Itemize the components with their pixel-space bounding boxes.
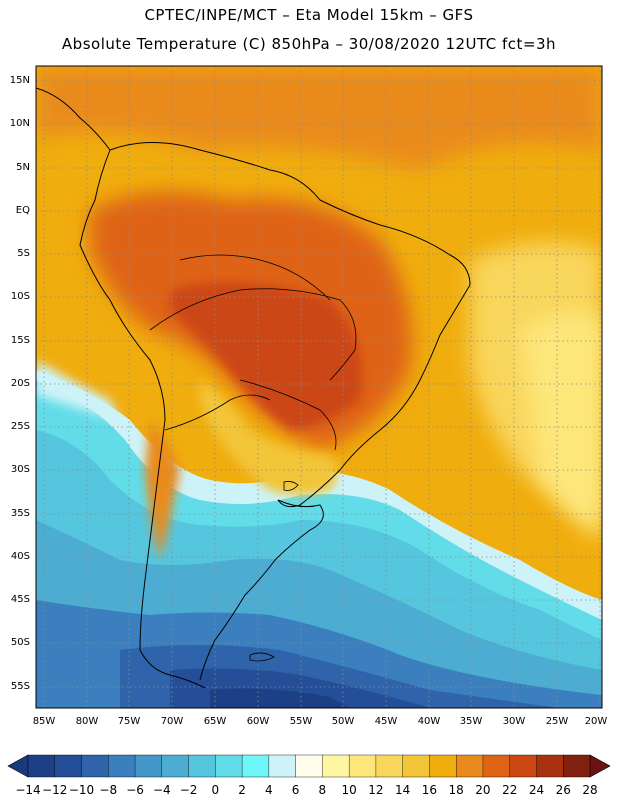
colorbar-label: 28 — [582, 783, 598, 797]
colorbar — [7, 754, 611, 778]
colorbar-low-arrow — [7, 754, 29, 778]
colorbar-label: 6 — [291, 783, 300, 797]
colorbar-label: 18 — [448, 783, 464, 797]
colorbar-swatch — [241, 754, 270, 778]
latitude-label: 5S — [17, 248, 30, 259]
colorbar-label: 2 — [238, 783, 246, 797]
longitude-label: 30W — [502, 716, 526, 727]
colorbar-swatch — [54, 754, 83, 778]
longitude-label: 20W — [584, 716, 608, 727]
map-title-line-2: Absolute Temperature (C) 850hPa – 30/08/… — [61, 35, 557, 53]
colorbar-label: −2 — [179, 783, 198, 797]
colorbar-label: 24 — [528, 783, 545, 797]
colorbar-label: −14 — [15, 783, 41, 797]
latitude-label: 5N — [16, 162, 30, 173]
colorbar-swatch — [134, 754, 163, 778]
latitude-label: 15N — [9, 75, 30, 86]
latitude-label: 10S — [10, 291, 30, 302]
colorbar-swatch — [563, 754, 591, 778]
colorbar-label: 16 — [421, 783, 438, 797]
latitude-label: 10N — [9, 118, 30, 129]
colorbar-label: −8 — [99, 783, 118, 797]
colorbar-swatch — [268, 754, 297, 778]
longitude-label: 40W — [417, 716, 441, 727]
longitude-label: 80W — [75, 716, 99, 727]
latitude-label: EQ — [15, 205, 30, 216]
longitude-label: 25W — [545, 716, 569, 727]
longitude-label: 55W — [289, 716, 313, 727]
colorbar-label: 12 — [368, 783, 384, 797]
longitude-label: 65W — [203, 716, 227, 727]
latitude-label: 45S — [10, 594, 30, 605]
colorbar-swatch — [375, 754, 404, 778]
colorbar-swatch — [81, 754, 109, 778]
colorbar-label: 10 — [341, 783, 357, 797]
longitude-label: 85W — [32, 716, 56, 727]
colorbar-swatch — [402, 754, 430, 778]
latitude-label: 25S — [10, 421, 30, 432]
latitude-label: 35S — [10, 508, 30, 519]
colorbar-swatch — [108, 754, 136, 778]
latitude-label: 15S — [10, 335, 30, 346]
colorbar-label: 26 — [555, 783, 571, 797]
temperature-field — [36, 66, 602, 708]
colorbar-label: −12 — [42, 783, 68, 797]
latitude-label: 40S — [10, 551, 30, 562]
longitude-label: 50W — [331, 716, 355, 727]
latitude-label: 30S — [10, 464, 30, 475]
longitude-label: 75W — [117, 716, 141, 727]
colorbar-label: −4 — [152, 783, 171, 797]
coastlines — [36, 87, 471, 689]
latitude-label: 20S — [10, 378, 30, 389]
colorbar-swatch — [295, 754, 323, 778]
colorbar-swatch — [482, 754, 511, 778]
map-title-line-1: CPTEC/INPE/MCT – Eta Model 15km – GFS — [144, 6, 474, 24]
colorbar-swatch — [161, 754, 190, 778]
latitude-label: 55S — [10, 681, 30, 692]
longitude-label: 70W — [160, 716, 184, 727]
longitude-label: 45W — [374, 716, 398, 727]
colorbar-label: 4 — [265, 783, 273, 797]
colorbar-label: 14 — [395, 783, 411, 797]
colorbar-swatch — [455, 754, 484, 778]
colorbar-swatch — [322, 754, 350, 778]
colorbar-label: −10 — [68, 783, 95, 797]
map-frame — [35, 65, 603, 709]
colorbar-swatch — [509, 754, 537, 778]
colorbar-swatch — [215, 754, 243, 778]
colorbar-label: 0 — [211, 783, 220, 797]
longitude-label: 60W — [246, 716, 270, 727]
colorbar-swatch — [188, 754, 216, 778]
colorbar-swatch — [536, 754, 564, 778]
colorbar-high-arrow — [589, 754, 611, 778]
colorbar-swatch — [27, 754, 56, 778]
latitude-label: 50S — [10, 637, 30, 648]
colorbar-label: −6 — [126, 783, 144, 797]
colorbar-swatch — [348, 754, 377, 778]
colorbar-label: 20 — [475, 783, 491, 797]
colorbar-label: 22 — [502, 783, 518, 797]
longitude-label: 35W — [459, 716, 483, 727]
colorbar-label: 8 — [318, 783, 327, 797]
colorbar-swatch — [429, 754, 457, 778]
